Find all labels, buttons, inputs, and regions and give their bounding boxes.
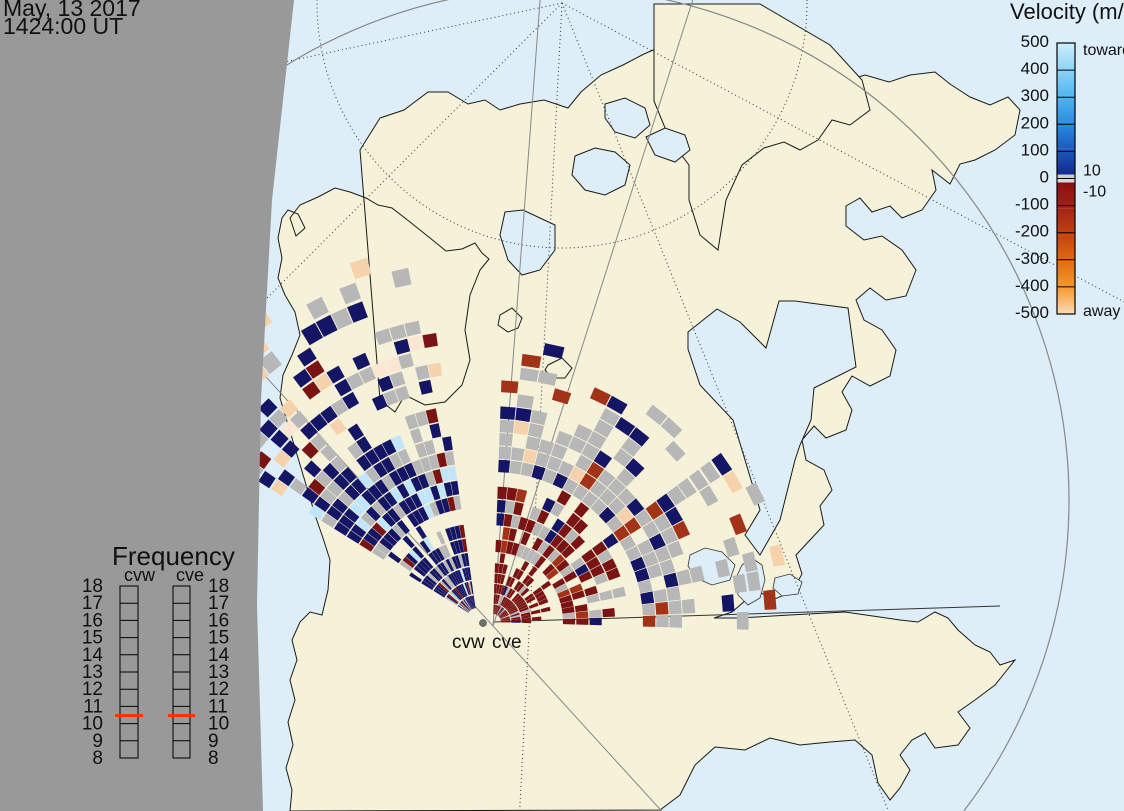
svg-text:cvw: cvw bbox=[124, 565, 156, 585]
svg-text:toward: toward bbox=[1083, 42, 1124, 59]
svg-text:-300: -300 bbox=[1015, 249, 1049, 268]
svg-text:cve: cve bbox=[176, 565, 204, 585]
svg-text:-200: -200 bbox=[1015, 222, 1049, 241]
svg-text:200: 200 bbox=[1021, 113, 1049, 132]
svg-text:cvw: cvw bbox=[452, 632, 485, 653]
svg-text:away: away bbox=[1083, 303, 1120, 320]
svg-text:cve: cve bbox=[492, 632, 522, 653]
svg-text:1424:00 UT: 1424:00 UT bbox=[3, 13, 123, 39]
svg-text:100: 100 bbox=[1021, 140, 1049, 159]
svg-text:8: 8 bbox=[92, 748, 103, 769]
svg-text:400: 400 bbox=[1021, 59, 1049, 78]
svg-text:500: 500 bbox=[1021, 32, 1049, 51]
svg-text:-500: -500 bbox=[1015, 303, 1049, 322]
svg-text:-100: -100 bbox=[1015, 195, 1049, 214]
svg-text:8: 8 bbox=[208, 748, 219, 769]
svg-text:300: 300 bbox=[1021, 86, 1049, 105]
svg-text:-400: -400 bbox=[1015, 276, 1049, 295]
svg-text:0: 0 bbox=[1040, 168, 1049, 187]
svg-text:-10: -10 bbox=[1083, 184, 1106, 201]
svg-text:Velocity (m/s): Velocity (m/s) bbox=[1010, 0, 1124, 24]
svg-text:10: 10 bbox=[1083, 163, 1101, 180]
